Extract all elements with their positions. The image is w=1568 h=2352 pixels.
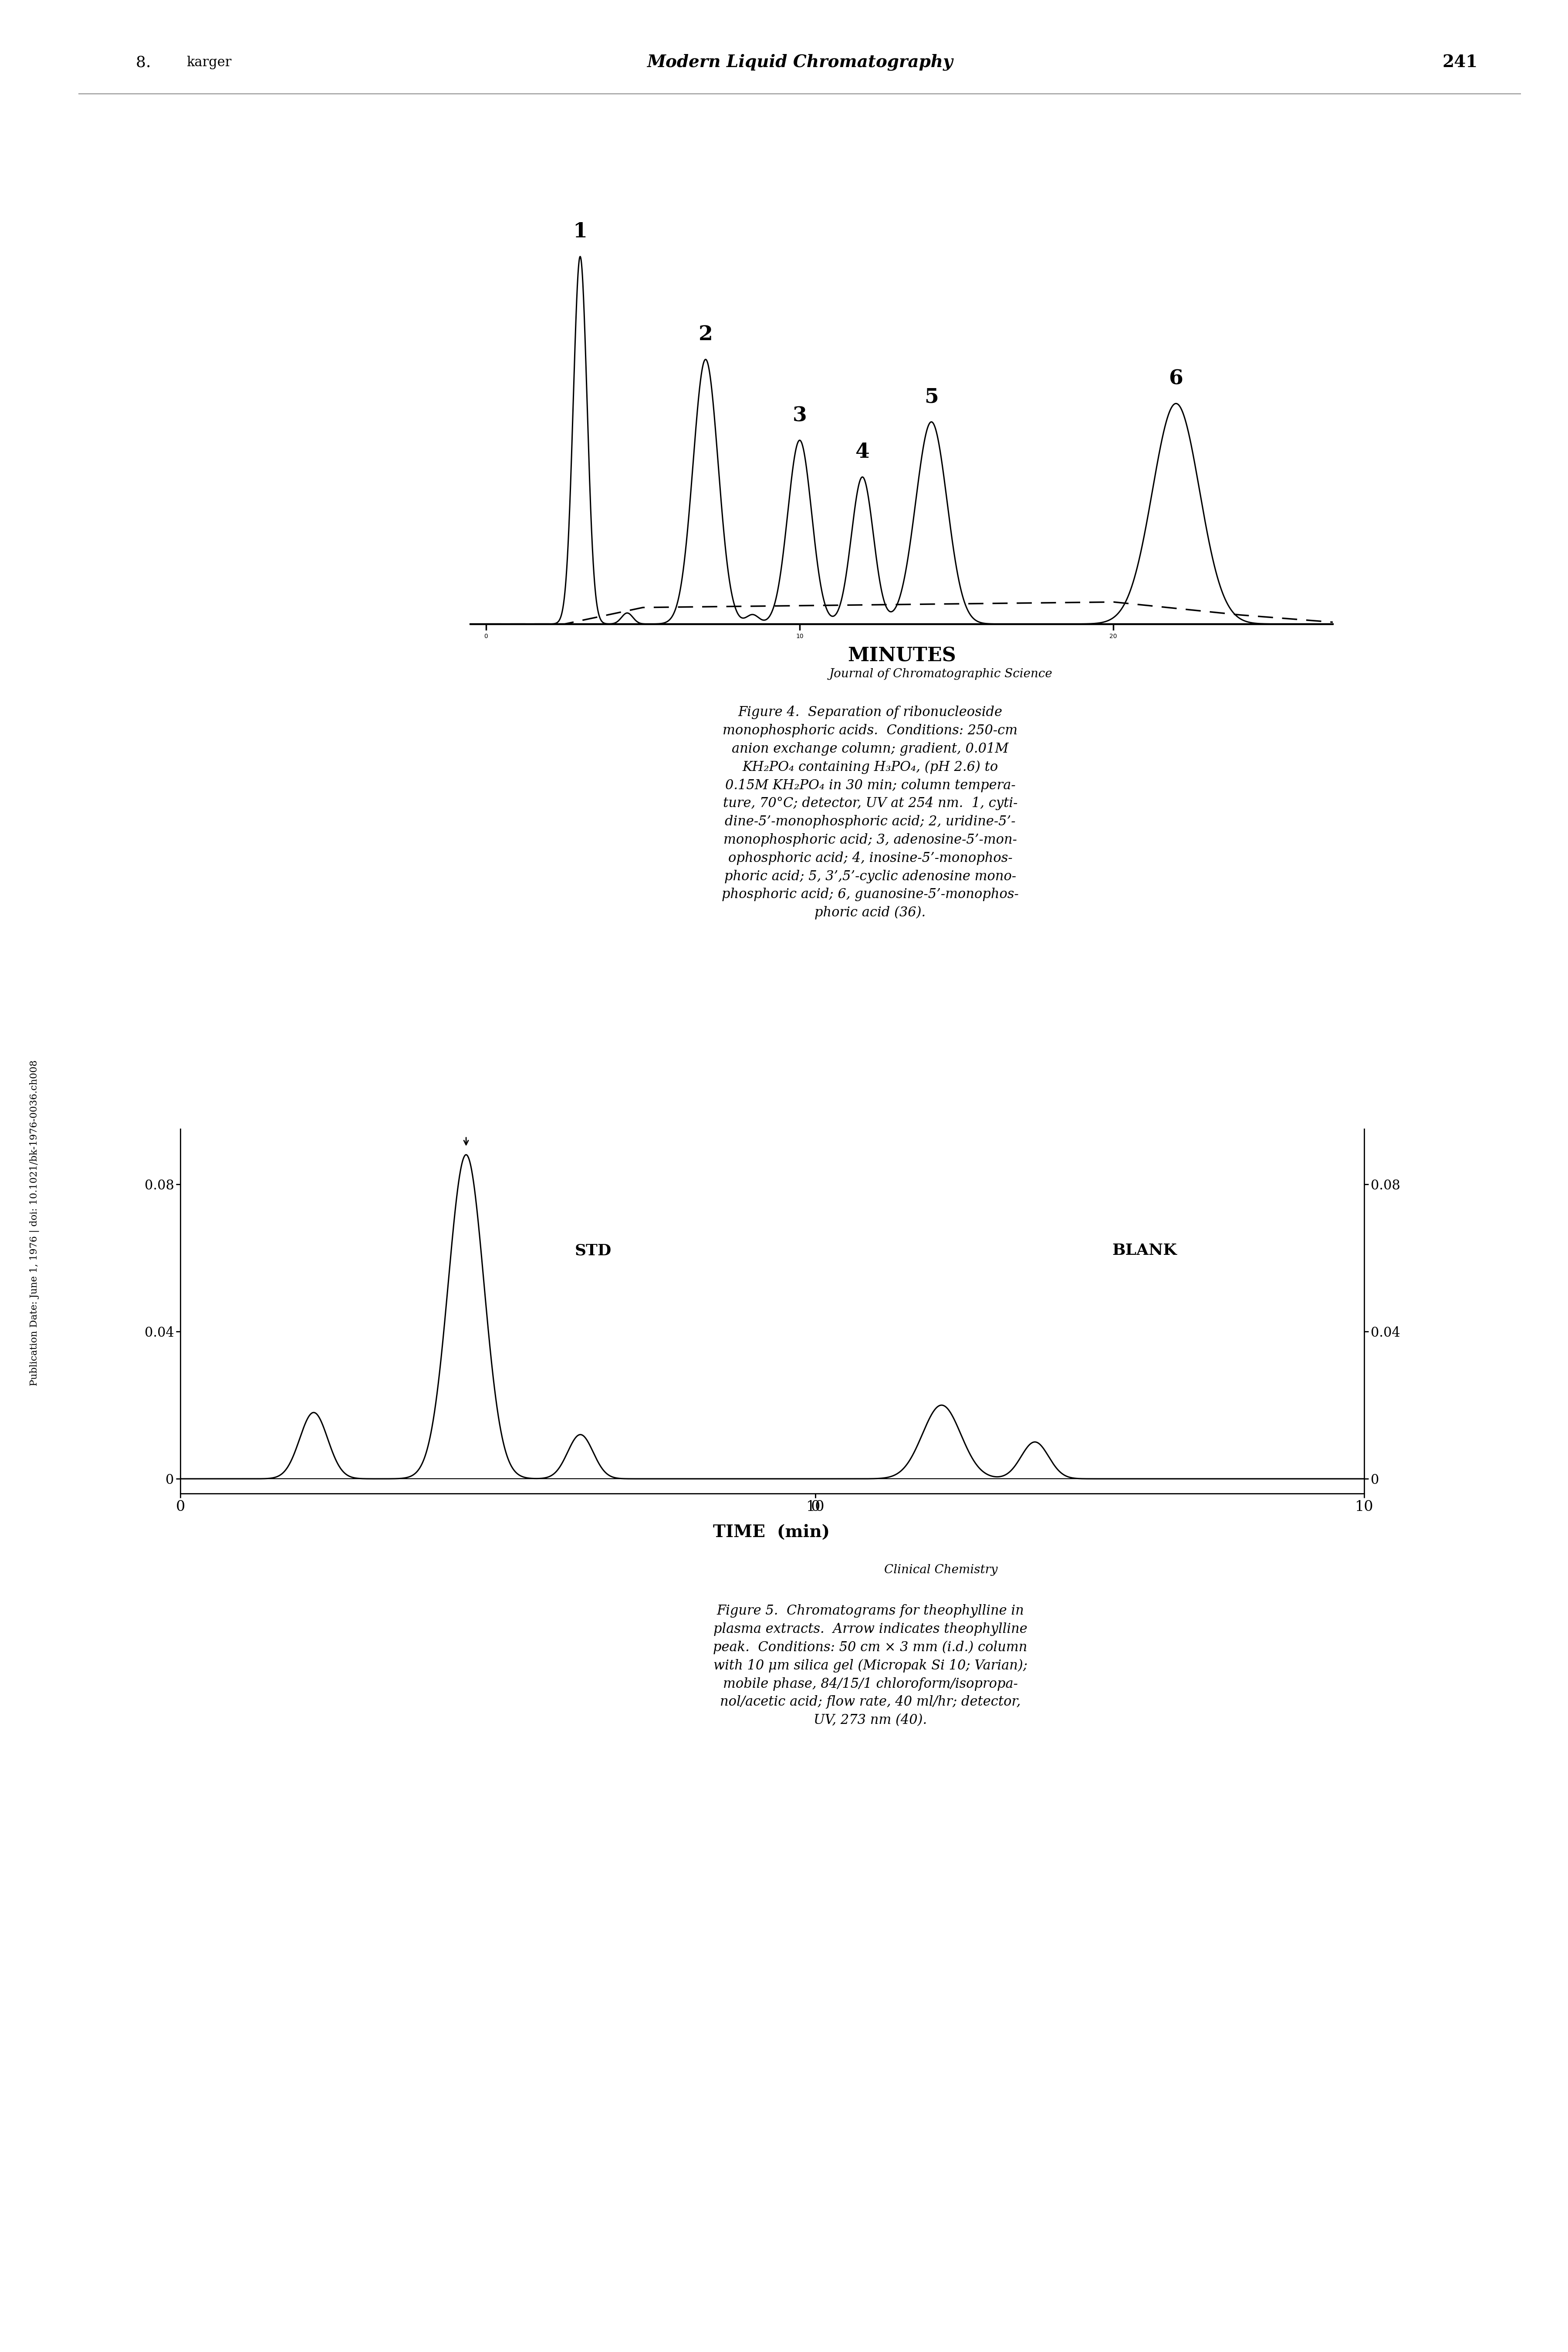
- Text: 1: 1: [572, 221, 588, 242]
- Text: Figure 5.  Chromatograms for theophylline in
plasma extracts.  Arrow indicates t: Figure 5. Chromatograms for theophylline…: [713, 1604, 1027, 1726]
- Text: 6: 6: [1168, 369, 1184, 388]
- Text: karger: karger: [187, 56, 232, 68]
- Text: Figure 4.  Separation of ribonucleoside
monophosphoric acids.  Conditions: 250-c: Figure 4. Separation of ribonucleoside m…: [721, 706, 1019, 920]
- X-axis label: MINUTES: MINUTES: [847, 647, 956, 666]
- Text: Modern Liquid Chromatography: Modern Liquid Chromatography: [646, 54, 953, 71]
- Text: 8.: 8.: [136, 54, 162, 71]
- Text: 4: 4: [855, 442, 870, 463]
- Text: 5: 5: [924, 388, 939, 407]
- Text: TIME  (min): TIME (min): [713, 1524, 829, 1541]
- Text: 241: 241: [1443, 54, 1477, 71]
- Text: Journal of Chromatographic Science: Journal of Chromatographic Science: [829, 668, 1052, 680]
- Text: 2: 2: [698, 325, 713, 346]
- Text: Publication Date: June 1, 1976 | doi: 10.1021/bk-1976-0036.ch008: Publication Date: June 1, 1976 | doi: 10…: [30, 1061, 39, 1385]
- Text: Clinical Chemistry: Clinical Chemistry: [884, 1564, 997, 1576]
- Text: STD: STD: [575, 1244, 612, 1258]
- Text: BLANK: BLANK: [1112, 1244, 1178, 1258]
- Text: 3: 3: [792, 405, 808, 426]
